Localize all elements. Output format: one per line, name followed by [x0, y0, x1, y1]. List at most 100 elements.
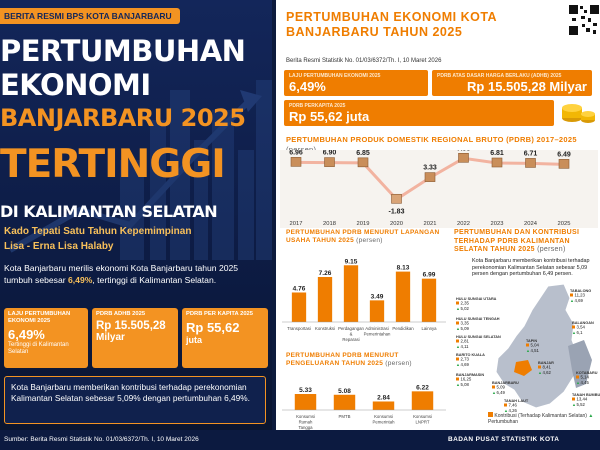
right-title: PERTUMBUHAN EKONOMI KOTA BANJARBARU TAHU… [286, 10, 497, 39]
headline-line1: PERTUMBUHAN [0, 34, 246, 68]
map-up-arrow-icon: ▲ [572, 330, 576, 335]
lu-category-label: Pendidikan [392, 326, 414, 331]
pdrb-x-tick: 2021 [424, 221, 437, 227]
lu-bar [343, 265, 359, 322]
lu-data-label: 6.99 [423, 272, 436, 279]
map-kotabaru-region [568, 340, 592, 388]
kpi-percapita-label: PDRB PERKAPITA 2025 [289, 103, 346, 109]
pdrb-data-label: 6.49 [557, 151, 571, 158]
map-kontribusi-value: 5,14 [581, 375, 590, 380]
pdrb-data-label: 6.85 [356, 150, 370, 157]
peng-category-label: Konsumsi [413, 414, 432, 419]
map-region-name: BARITO KUALA [456, 353, 485, 357]
peng-bar [372, 401, 395, 410]
map-up-arrow-icon: ▲ [570, 298, 574, 303]
left-panel: BERITA RESMI BPS KOTA BANJARBARU PERTUMB… [0, 0, 272, 430]
lu-data-label: 3.49 [371, 293, 384, 300]
map-kontribusi-swatch [576, 375, 579, 379]
kpi-pdrb-adhb-value: Rp 15.505,28 Milyar [467, 79, 587, 94]
lu-chart-unit: (persen) [356, 237, 383, 244]
map-kontribusi-swatch [492, 385, 495, 389]
pdrb-data-label: -1.83 [389, 208, 405, 215]
lu-category-label: Pemerintahan [364, 332, 391, 337]
intro-text-highlight: 6,49% [68, 275, 93, 285]
map-legend: Kontribusi (Terhadap Kalimantan Selatan)… [488, 412, 600, 425]
pdrb-x-tick: 2017 [290, 221, 303, 227]
pdrb-x-tick: 2025 [558, 221, 571, 227]
lu-data-label: 4.76 [293, 285, 306, 292]
pdrb-point-box [391, 193, 402, 204]
legend-kontribusi-swatch [488, 412, 493, 417]
headline-line5: DI KALIMANTAN SELATAN [0, 202, 218, 221]
legend-up-arrow-icon: ▲ [588, 413, 594, 419]
map-up-arrow-icon: ▲ [504, 408, 508, 413]
map-up-arrow-icon: ▲ [456, 306, 460, 311]
map-pertumbuhan-value: 4,45 [581, 380, 590, 385]
lu-bar [317, 276, 333, 322]
map-up-arrow-icon: ▲ [576, 380, 580, 385]
pdrb-data-label: 3.33 [423, 165, 437, 172]
lu-bar [395, 271, 411, 322]
footer-agency: BADAN PUSAT STATISTIK KOTA BANJARBARU [448, 436, 560, 443]
peng-category-label: Rumah [299, 420, 313, 425]
peng-chart-title: PERTUMBUHAN PDRB MENURUT PENGELUARAN TAH… [286, 352, 436, 368]
peng-data-label: 5.08 [338, 388, 351, 395]
map-kontribusi-swatch [504, 403, 507, 407]
map-kontribusi-value: 5,09 [497, 385, 506, 390]
peng-data-label: 5.33 [299, 387, 312, 394]
map-up-arrow-icon: ▲ [572, 402, 576, 407]
map-kontribusi-value: 3,35 [461, 321, 470, 326]
map-up-arrow-icon: ▲ [456, 382, 460, 387]
map-kontribusi-swatch [572, 325, 575, 329]
pdrb-data-label: 6.96 [289, 150, 303, 156]
map-kontribusi-value: 2,73 [461, 357, 470, 362]
pdrb-x-tick: 2023 [491, 221, 504, 227]
card-pdrb-value: Rp 15.505,28 [96, 320, 166, 332]
pdrb-point-box [357, 157, 369, 168]
pdrb-point-box [324, 157, 335, 167]
map-kontribusi-swatch [538, 365, 541, 369]
map-kontribusi-swatch [456, 339, 459, 343]
card-growth-label: LAJU PERTUMBUHAN EKONOMI 2025 [8, 311, 71, 324]
subtitle-line2: Lisa - Erna Lisa Halaby [4, 241, 114, 252]
city-skyline-graphic [8, 80, 272, 260]
headline-line3: BANJARBARU 2025 [0, 104, 246, 132]
map-up-arrow-icon: ▲ [526, 348, 530, 353]
map-province-shape [495, 283, 579, 409]
lu-bar [369, 300, 385, 322]
kpi-pdrb-adhb: PDRB ATAS DASAR HARGA BERLAKU (ADHB) 202… [432, 70, 592, 96]
map-region-name: BANJARBARU [492, 381, 519, 385]
map-up-arrow-icon: ▲ [456, 326, 460, 331]
card-percapita-value: Rp 55,62 [186, 320, 240, 335]
map-pertumbuhan-value: 5,08 [461, 382, 470, 387]
peng-chart-unit: (persen) [385, 360, 412, 367]
map-kontribusi-swatch [526, 343, 529, 347]
map-region-name: HULU SUNGAI SELATAN [456, 335, 501, 339]
kpi-cards: LAJU PERTUMBUHAN EKONOMI 2025 6,49% Tert… [0, 308, 272, 368]
lu-bar [291, 292, 307, 322]
pdrb-x-tick: 2020 [390, 221, 403, 227]
headline-line4: TERTINGGI [0, 142, 226, 187]
coins-icon [562, 104, 595, 123]
lu-category-label: Lainnya [421, 326, 437, 331]
map-kontribusi-swatch [456, 357, 459, 361]
map-kontribusi-value: 5,04 [531, 343, 540, 348]
lu-bar-chart: 4.76 Transportasi 7.26 Konstruksi 9.15 Perdag… [282, 258, 446, 342]
peng-bar [411, 391, 434, 410]
map-kontribusi-swatch [570, 293, 573, 297]
map-pertumbuhan-value: 6,49 [497, 390, 506, 395]
pdrb-data-label: 6.71 [524, 150, 538, 157]
peng-data-label: 6.22 [416, 384, 429, 391]
intro-text: Kota Banjarbaru merilis ekonomi Kota Ban… [4, 262, 266, 286]
pdrb-point-box [525, 158, 536, 168]
lu-category-label: & [350, 332, 353, 337]
legend-pertumbuhan: Pertumbuhan [488, 419, 519, 425]
map-up-arrow-icon: ▲ [456, 362, 460, 367]
map-region-name: BALANGAN [572, 321, 594, 325]
pdrb-point-box [491, 157, 503, 168]
map-unit: (persen) [537, 246, 566, 253]
card-pdrb: PDRB ADHB 2025 Rp 15.505,28 Milyar [92, 308, 178, 368]
kpi-growth-label: LAJU PERTUMBUHAN EKONOMI 2025 [289, 73, 381, 79]
